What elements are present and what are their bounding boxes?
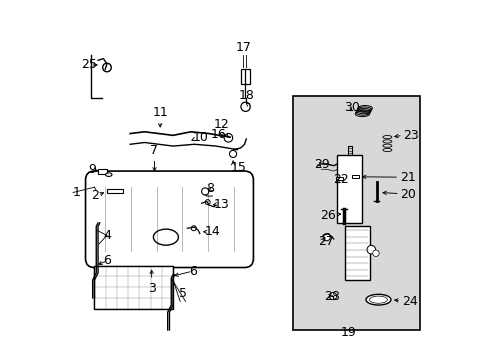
Circle shape bbox=[201, 188, 208, 195]
Text: 3: 3 bbox=[147, 282, 155, 295]
Bar bbox=[337, 155, 362, 223]
Circle shape bbox=[229, 150, 236, 157]
Text: 16: 16 bbox=[210, 128, 225, 141]
Text: 12: 12 bbox=[214, 118, 229, 131]
Text: 14: 14 bbox=[204, 225, 220, 238]
Bar bbox=[344, 226, 369, 280]
Text: 28: 28 bbox=[323, 289, 339, 303]
Bar bbox=[335, 177, 342, 180]
Bar bbox=[241, 69, 249, 84]
Text: 7: 7 bbox=[150, 144, 158, 157]
FancyBboxPatch shape bbox=[292, 96, 419, 330]
Text: 25: 25 bbox=[81, 58, 97, 72]
Text: 10: 10 bbox=[192, 131, 208, 144]
Circle shape bbox=[329, 293, 336, 300]
Text: 4: 4 bbox=[103, 229, 111, 242]
Text: 29: 29 bbox=[313, 158, 329, 171]
Circle shape bbox=[102, 63, 111, 72]
FancyBboxPatch shape bbox=[85, 171, 253, 267]
Bar bbox=[98, 169, 107, 174]
Bar bbox=[107, 189, 123, 193]
Text: 15: 15 bbox=[230, 161, 246, 174]
Ellipse shape bbox=[365, 294, 390, 305]
Bar bbox=[351, 175, 358, 178]
FancyBboxPatch shape bbox=[94, 266, 173, 309]
Text: 22: 22 bbox=[332, 173, 348, 186]
Circle shape bbox=[372, 250, 378, 256]
Circle shape bbox=[205, 200, 210, 204]
Circle shape bbox=[224, 134, 232, 142]
Text: 5: 5 bbox=[178, 287, 186, 300]
Circle shape bbox=[241, 102, 250, 111]
Circle shape bbox=[323, 234, 329, 241]
Text: 21: 21 bbox=[399, 171, 415, 184]
Text: 26: 26 bbox=[319, 208, 335, 221]
Text: 8: 8 bbox=[205, 183, 213, 195]
Text: 19: 19 bbox=[340, 326, 355, 339]
Text: 1: 1 bbox=[73, 186, 81, 199]
Text: 24: 24 bbox=[401, 295, 417, 308]
Text: 18: 18 bbox=[239, 89, 254, 102]
Text: 17: 17 bbox=[235, 41, 251, 54]
Text: 23: 23 bbox=[403, 129, 418, 142]
Ellipse shape bbox=[105, 173, 112, 176]
Circle shape bbox=[191, 226, 196, 231]
Text: 30: 30 bbox=[344, 102, 360, 114]
Text: 11: 11 bbox=[152, 106, 168, 119]
Ellipse shape bbox=[153, 229, 178, 245]
Ellipse shape bbox=[369, 296, 386, 303]
Text: 6: 6 bbox=[102, 254, 110, 267]
Text: 20: 20 bbox=[399, 188, 415, 201]
Circle shape bbox=[366, 246, 375, 254]
Text: 13: 13 bbox=[213, 198, 229, 211]
Text: 6: 6 bbox=[189, 265, 197, 278]
Text: 2: 2 bbox=[91, 189, 99, 202]
Text: 9: 9 bbox=[88, 163, 96, 176]
Text: 27: 27 bbox=[318, 235, 334, 248]
